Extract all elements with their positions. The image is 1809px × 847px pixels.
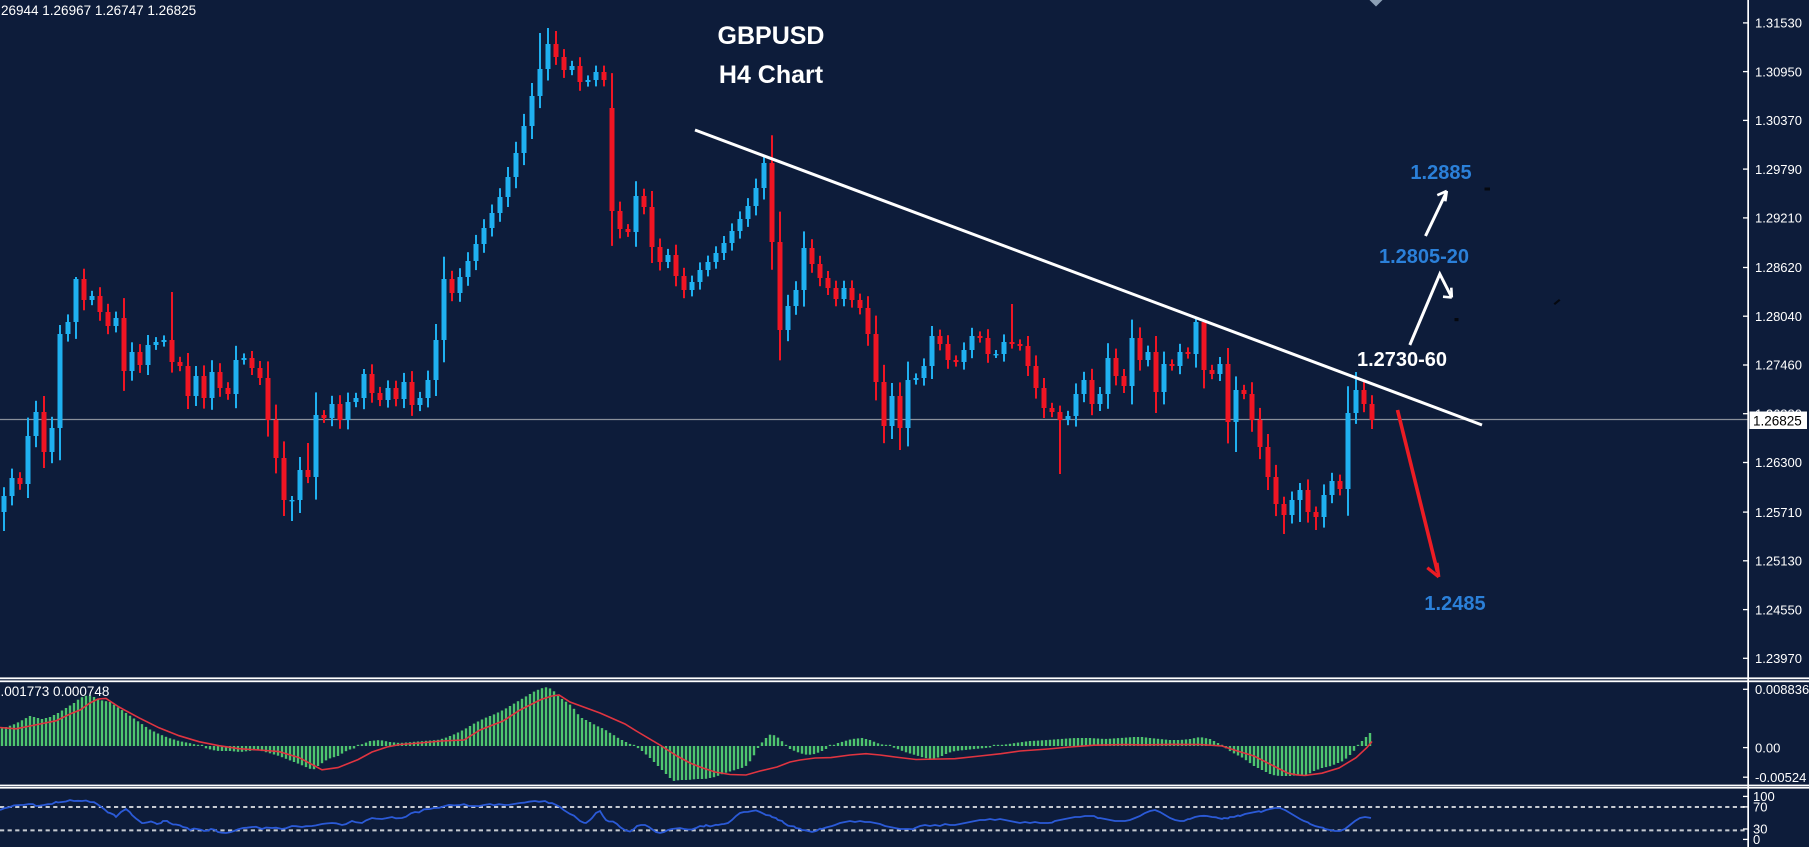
svg-text:1.31530: 1.31530	[1755, 16, 1802, 31]
svg-text:1.23970: 1.23970	[1755, 651, 1802, 666]
svg-text:1.2485: 1.2485	[1424, 593, 1485, 615]
svg-text:-0.00524: -0.00524	[1755, 770, 1806, 785]
svg-text:0.008836: 0.008836	[1755, 682, 1809, 697]
svg-text:1.2805-20: 1.2805-20	[1379, 246, 1469, 268]
svg-text:H4 Chart: H4 Chart	[719, 61, 824, 89]
svg-text:70: 70	[1753, 800, 1767, 815]
svg-text:1.30370: 1.30370	[1755, 113, 1802, 128]
svg-text:1.2885: 1.2885	[1410, 162, 1471, 184]
svg-text:1.26825: 1.26825	[1753, 414, 1802, 429]
svg-text:1.29790: 1.29790	[1755, 162, 1802, 177]
svg-text:1.25130: 1.25130	[1755, 554, 1802, 569]
svg-text:1.2730-60: 1.2730-60	[1357, 349, 1447, 371]
svg-text:1.25710: 1.25710	[1755, 505, 1802, 520]
svg-text:100: 100	[1753, 789, 1775, 804]
svg-text:0: 0	[1753, 832, 1760, 847]
svg-text:1.27460: 1.27460	[1755, 358, 1802, 373]
svg-text:1.24550: 1.24550	[1755, 602, 1802, 617]
svg-text:0.00: 0.00	[1755, 740, 1780, 755]
svg-text:1.28620: 1.28620	[1755, 260, 1802, 275]
svg-text:GBPUSD: GBPUSD	[718, 22, 825, 50]
svg-text:26944 1.26967 1.26747 1.26825: 26944 1.26967 1.26747 1.26825	[1, 3, 196, 18]
svg-text:1.28040: 1.28040	[1755, 309, 1802, 324]
svg-text:1.29210: 1.29210	[1755, 211, 1802, 226]
svg-text:1.30950: 1.30950	[1755, 64, 1802, 79]
svg-text:1.26300: 1.26300	[1755, 455, 1802, 470]
svg-text:0.001773 0.000748: 0.001773 0.000748	[0, 684, 109, 699]
svg-text:30: 30	[1753, 822, 1767, 837]
